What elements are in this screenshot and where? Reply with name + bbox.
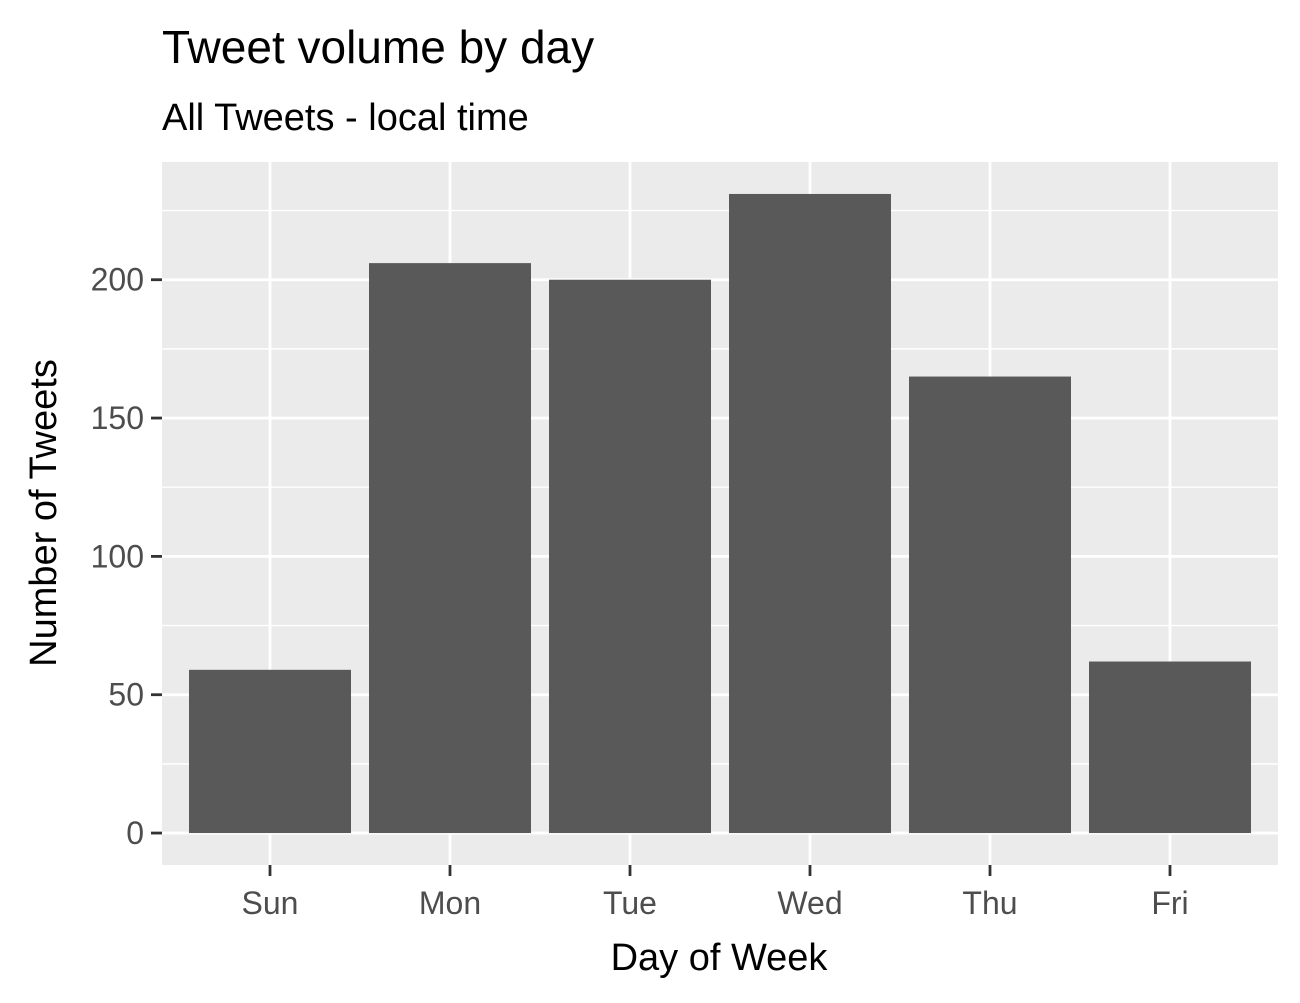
chart-title: Tweet volume by day: [162, 21, 594, 73]
y-axis-title: Number of Tweets: [23, 359, 65, 667]
x-axis: Sun Mon Tue Wed Thu Fri: [242, 865, 1189, 921]
y-tick-label: 0: [126, 815, 144, 851]
x-tick-label-sun: Sun: [242, 885, 299, 921]
y-tick-label: 150: [91, 400, 144, 436]
x-tick-label-thu: Thu: [962, 885, 1017, 921]
bar-sun: [189, 669, 351, 834]
y-axis: 0 50 100 150 200: [91, 262, 162, 851]
y-tick-label: 50: [108, 677, 144, 713]
x-tick-label-fri: Fri: [1151, 885, 1188, 921]
y-tick-label: 100: [91, 538, 144, 574]
y-tick-label: 200: [91, 262, 144, 298]
chart-subtitle: All Tweets - local time: [162, 97, 529, 139]
bar-tue: [549, 279, 711, 834]
bar-mon: [369, 263, 531, 834]
x-axis-title: Day of Week: [611, 937, 829, 979]
x-tick-label-mon: Mon: [419, 885, 481, 921]
bars: [189, 193, 1251, 834]
bar-wed: [729, 193, 891, 834]
bar-thu: [909, 376, 1071, 834]
x-tick-label-tue: Tue: [603, 885, 657, 921]
bar-fri: [1089, 661, 1251, 834]
x-tick-label-wed: Wed: [777, 885, 842, 921]
